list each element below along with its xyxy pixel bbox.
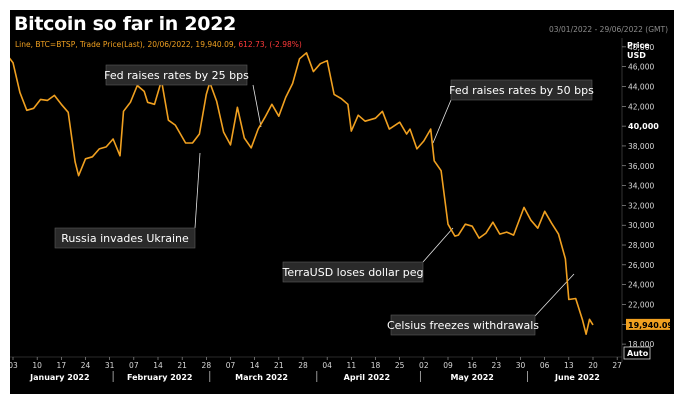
annotation-text: Russia invades Ukraine [61,232,189,245]
x-tick-label: 03 [10,361,18,370]
y-tick-label: 46,000 [628,63,654,72]
chart-panel: 48,000 46,000 44,000 42,000 40,000 38,000 36,0… [10,10,674,394]
date-range: 03/01/2022 - 29/06/2022 (GMT) [548,25,668,34]
auto-scale-button[interactable]: Auto [627,349,649,358]
x-tick-label: 11 [347,361,357,370]
x-tick-label: 28 [298,361,308,370]
x-tick-label: 17 [57,361,67,370]
x-tick-label: 21 [274,361,284,370]
annotation-callout: Russia invades Ukraine [54,227,196,249]
month-label: May 2022 [450,373,493,382]
month-label: January 2022 [29,373,89,382]
y-tick-label: 44,000 [628,82,654,91]
x-tick-label: 02 [419,361,429,370]
annotation-text: Celsius freezes withdrawals [387,319,539,332]
x-tick-label: 13 [564,361,574,370]
annotation-callout: Fed raises rates by 50 bps [449,79,594,101]
price-axis-title: Price [627,41,650,50]
annotation-leader [432,99,452,144]
price-change: 612.73, (-2.98%) [238,40,302,49]
annotation-leader [194,152,201,229]
month-label: February 2022 [127,373,193,382]
price-series-line [10,52,594,335]
y-tick-label: 48,000 [628,43,654,52]
y-tick-label: 30,000 [628,221,654,230]
month-label: April 2022 [344,373,390,382]
x-tick-label: 07 [129,361,139,370]
y-tick-label: 32,000 [628,201,654,210]
y-tick-label: 18,000 [628,340,654,349]
annotation-box [282,261,424,283]
instrument-info-text: Line, BTC=BTSP, Trade Price(Last), 20/06… [15,40,236,49]
annotation-text: TerraUSD loses dollar peg [281,266,423,279]
x-tick-label: 20 [588,361,598,370]
annotation-text: Fed raises rates by 50 bps [449,84,594,97]
y-tick-label: 42,000 [628,102,654,111]
last-value-box [626,318,670,330]
annotation-box [450,79,593,101]
x-tick-label: 04 [322,361,332,370]
x-tick-label: 10 [32,361,42,370]
annotation-box [390,314,536,336]
annotation-box [105,64,248,86]
annotation-leader [252,84,262,128]
x-tick-label: 16 [467,361,477,370]
x-tick-label: 27 [612,361,622,370]
annotation-callout: TerraUSD loses dollar peg [281,261,424,283]
x-tick-label: 09 [443,361,453,370]
x-tick-label: 06 [540,361,550,370]
chart-title: Bitcoin so far in 2022 [14,13,237,35]
x-tick-label: 31 [105,361,115,370]
y-tick-label: 38,000 [628,142,654,151]
x-tick-label: 30 [516,361,526,370]
y-tick-label: 28,000 [628,241,654,250]
x-tick-label: 21 [177,361,187,370]
annotation-leader [422,227,454,263]
x-tick-label: 14 [153,361,163,370]
last-value-label: 19,940.09 [628,321,673,330]
annotation-callout: Celsius freezes withdrawals [387,314,539,336]
x-tick-label: 28 [202,361,212,370]
annotation-callout: Fed raises rates by 25 bps [104,64,249,86]
x-tick-label: 18 [371,361,381,370]
last-value-marker: 19,940.09 [626,318,673,330]
y-tick-label: 24,000 [628,281,654,290]
y-tick-label: 34,000 [628,182,654,191]
month-label: March 2022 [235,373,288,382]
x-tick-label: 23 [492,361,502,370]
x-tick-label: 25 [395,361,405,370]
annotation-box [54,227,196,249]
x-tick-label: 24 [81,361,91,370]
x-tick-label: 14 [250,361,260,370]
y-tick-label: 40,000 [628,122,659,131]
x-tick-label: 07 [226,361,236,370]
instrument-info: Line, BTC=BTSP, Trade Price(Last), 20/06… [15,40,302,49]
y-tick-label: 22,000 [628,300,654,309]
bitcoin-price-chart: 48,000 46,000 44,000 42,000 40,000 38,000 36,0… [10,38,673,382]
month-label: June 2022 [554,373,600,382]
y-tick-label: 26,000 [628,261,654,270]
auto-scale-button-box [623,346,651,360]
annotation-text: Fed raises rates by 25 bps [104,69,249,82]
price-axis-unit: USD [627,51,646,60]
y-tick-label: 36,000 [628,162,654,171]
